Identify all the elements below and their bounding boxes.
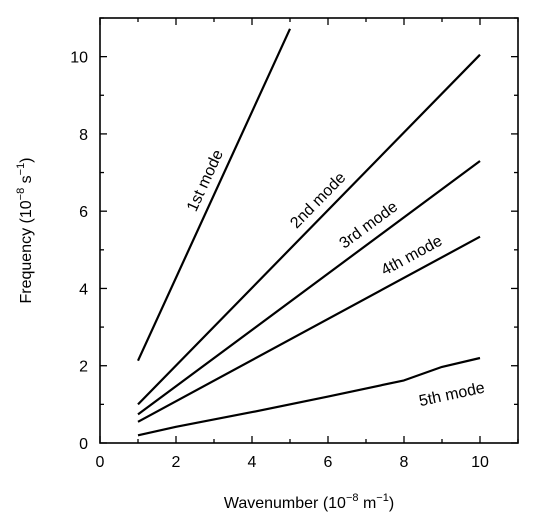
x-tick-label: 2 <box>172 454 181 471</box>
x-tick-label: 6 <box>324 454 333 471</box>
x-tick-label: 4 <box>248 454 257 471</box>
series-label-2: 2nd mode <box>287 169 349 232</box>
series-line-2 <box>137 53 481 406</box>
series-label-4: 4th mode <box>378 233 445 280</box>
y-tick-label: 6 <box>79 204 88 221</box>
y-tick-label: 2 <box>79 359 88 376</box>
y-tick-label: 4 <box>79 281 88 298</box>
x-axis-label: Wavenumber (10−8 m−1) <box>224 492 394 512</box>
y-axis-label: Frequency (10−8 s−1) <box>15 157 35 303</box>
series-label-5: 5th mode <box>418 380 487 411</box>
series-lines <box>136 28 481 437</box>
x-tick-label: 8 <box>400 454 409 471</box>
x-tick-label: 0 <box>96 454 105 471</box>
plot-frame <box>99 17 519 444</box>
tick-labels: 0 2 4 6 8 10 0 2 4 6 8 10 <box>70 50 489 471</box>
series-line-3 <box>137 160 481 416</box>
y-tick-label: 10 <box>70 50 88 67</box>
series-line-1 <box>136 28 292 362</box>
series-line-4 <box>137 235 481 423</box>
y-tick-label: 8 <box>79 127 88 144</box>
series-line-5 <box>137 356 481 437</box>
x-tick-label: 10 <box>471 454 489 471</box>
y-tick-label: 0 <box>79 436 88 453</box>
tick-marks <box>99 17 519 444</box>
